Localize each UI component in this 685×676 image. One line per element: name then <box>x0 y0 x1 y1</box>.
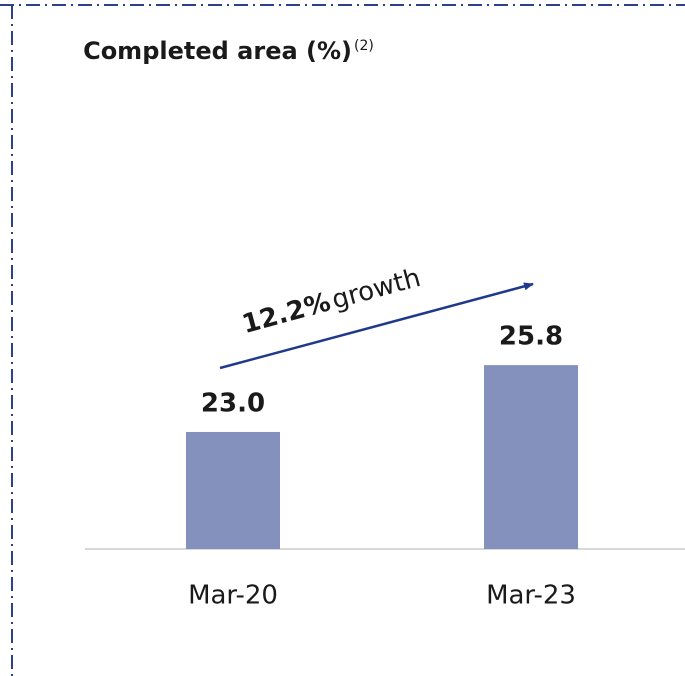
x-tick-label: Mar-23 <box>486 581 576 611</box>
bar <box>186 431 280 549</box>
value-label: 25.8 <box>499 322 563 352</box>
growth-arrow <box>219 282 534 370</box>
value-label: 23.0 <box>201 388 265 418</box>
x-tick-label: Mar-20 <box>188 581 278 611</box>
chart-title: Completed area (%) <box>83 37 352 65</box>
bar <box>484 365 578 549</box>
growth-annotation: 12.2% growth <box>239 263 424 340</box>
growth-value: 12.2% <box>239 287 334 340</box>
title-note: (2) <box>354 38 374 54</box>
growth-text: growth <box>329 263 424 316</box>
